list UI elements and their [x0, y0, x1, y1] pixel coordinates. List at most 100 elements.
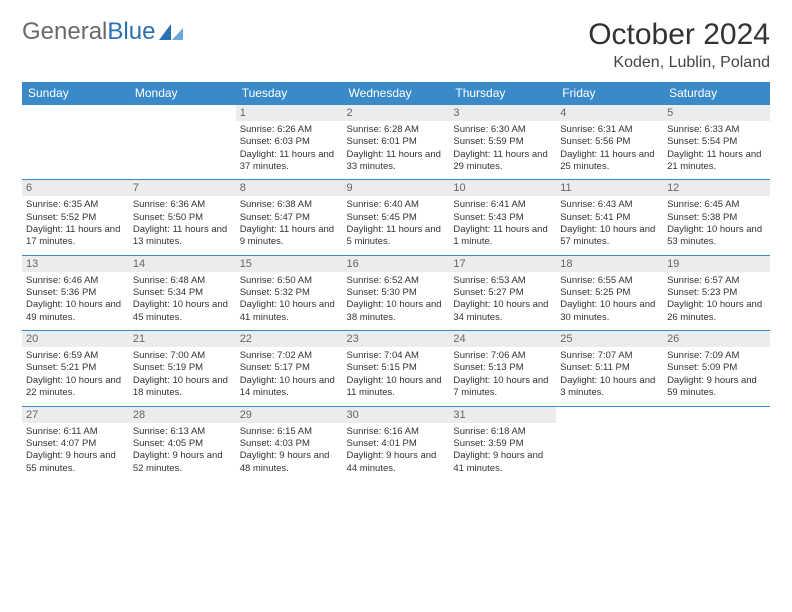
- day-number: 19: [663, 256, 770, 272]
- day-number: 6: [22, 180, 129, 196]
- calendar-cell: 14Sunrise: 6:48 AMSunset: 5:34 PMDayligh…: [129, 255, 236, 330]
- day-number: 3: [449, 105, 556, 121]
- day-details: Sunrise: 6:55 AMSunset: 5:25 PMDaylight:…: [556, 272, 663, 330]
- calendar-cell: 17Sunrise: 6:53 AMSunset: 5:27 PMDayligh…: [449, 255, 556, 330]
- day-number: 25: [556, 331, 663, 347]
- calendar-cell: 19Sunrise: 6:57 AMSunset: 5:23 PMDayligh…: [663, 255, 770, 330]
- empty-cell: [129, 105, 236, 180]
- brand-part2: Blue: [107, 18, 155, 46]
- day-number: 29: [236, 407, 343, 423]
- brand-part1: General: [22, 18, 107, 46]
- day-header: Thursday: [449, 82, 556, 105]
- day-details: Sunrise: 6:59 AMSunset: 5:21 PMDaylight:…: [22, 347, 129, 405]
- brand-logo: GeneralBlue: [22, 18, 185, 46]
- empty-cell: [663, 406, 770, 481]
- month-title: October 2024: [588, 18, 770, 52]
- logo-swoosh-icon: [159, 22, 185, 42]
- day-number: 5: [663, 105, 770, 121]
- calendar-cell: 28Sunrise: 6:13 AMSunset: 4:05 PMDayligh…: [129, 406, 236, 481]
- calendar-cell: 3Sunrise: 6:30 AMSunset: 5:59 PMDaylight…: [449, 105, 556, 180]
- calendar-cell: 30Sunrise: 6:16 AMSunset: 4:01 PMDayligh…: [343, 406, 450, 481]
- day-number: 4: [556, 105, 663, 121]
- calendar-table: SundayMondayTuesdayWednesdayThursdayFrid…: [22, 82, 770, 481]
- empty-cell: [556, 406, 663, 481]
- empty-cell: [22, 105, 129, 180]
- day-number: 16: [343, 256, 450, 272]
- day-details: Sunrise: 6:35 AMSunset: 5:52 PMDaylight:…: [22, 196, 129, 254]
- calendar-cell: 27Sunrise: 6:11 AMSunset: 4:07 PMDayligh…: [22, 406, 129, 481]
- day-number: 21: [129, 331, 236, 347]
- calendar-cell: 1Sunrise: 6:26 AMSunset: 6:03 PMDaylight…: [236, 105, 343, 180]
- day-number: 28: [129, 407, 236, 423]
- day-number: 11: [556, 180, 663, 196]
- calendar-cell: 25Sunrise: 7:07 AMSunset: 5:11 PMDayligh…: [556, 331, 663, 406]
- day-details: Sunrise: 6:33 AMSunset: 5:54 PMDaylight:…: [663, 121, 770, 179]
- calendar-cell: 7Sunrise: 6:36 AMSunset: 5:50 PMDaylight…: [129, 180, 236, 255]
- day-number: 8: [236, 180, 343, 196]
- location-label: Koden, Lublin, Poland: [588, 54, 770, 72]
- day-details: Sunrise: 7:07 AMSunset: 5:11 PMDaylight:…: [556, 347, 663, 405]
- calendar-cell: 24Sunrise: 7:06 AMSunset: 5:13 PMDayligh…: [449, 331, 556, 406]
- day-number: 22: [236, 331, 343, 347]
- day-number: 24: [449, 331, 556, 347]
- day-details: Sunrise: 6:16 AMSunset: 4:01 PMDaylight:…: [343, 423, 450, 481]
- calendar-cell: 8Sunrise: 6:38 AMSunset: 5:47 PMDaylight…: [236, 180, 343, 255]
- day-details: Sunrise: 6:30 AMSunset: 5:59 PMDaylight:…: [449, 121, 556, 179]
- calendar-cell: 31Sunrise: 6:18 AMSunset: 3:59 PMDayligh…: [449, 406, 556, 481]
- day-details: Sunrise: 6:36 AMSunset: 5:50 PMDaylight:…: [129, 196, 236, 254]
- day-number: 7: [129, 180, 236, 196]
- day-details: Sunrise: 6:13 AMSunset: 4:05 PMDaylight:…: [129, 423, 236, 481]
- day-number: 12: [663, 180, 770, 196]
- calendar-body: 1Sunrise: 6:26 AMSunset: 6:03 PMDaylight…: [22, 105, 770, 481]
- day-number: 9: [343, 180, 450, 196]
- calendar-cell: 20Sunrise: 6:59 AMSunset: 5:21 PMDayligh…: [22, 331, 129, 406]
- day-number: 1: [236, 105, 343, 121]
- day-number: 27: [22, 407, 129, 423]
- calendar-cell: 16Sunrise: 6:52 AMSunset: 5:30 PMDayligh…: [343, 255, 450, 330]
- day-details: Sunrise: 7:02 AMSunset: 5:17 PMDaylight:…: [236, 347, 343, 405]
- day-details: Sunrise: 6:15 AMSunset: 4:03 PMDaylight:…: [236, 423, 343, 481]
- day-details: Sunrise: 6:48 AMSunset: 5:34 PMDaylight:…: [129, 272, 236, 330]
- calendar-cell: 6Sunrise: 6:35 AMSunset: 5:52 PMDaylight…: [22, 180, 129, 255]
- day-details: Sunrise: 6:40 AMSunset: 5:45 PMDaylight:…: [343, 196, 450, 254]
- day-details: Sunrise: 6:45 AMSunset: 5:38 PMDaylight:…: [663, 196, 770, 254]
- calendar-cell: 2Sunrise: 6:28 AMSunset: 6:01 PMDaylight…: [343, 105, 450, 180]
- day-details: Sunrise: 7:00 AMSunset: 5:19 PMDaylight:…: [129, 347, 236, 405]
- day-details: Sunrise: 6:11 AMSunset: 4:07 PMDaylight:…: [22, 423, 129, 481]
- day-header: Saturday: [663, 82, 770, 105]
- day-number: 2: [343, 105, 450, 121]
- day-details: Sunrise: 6:46 AMSunset: 5:36 PMDaylight:…: [22, 272, 129, 330]
- day-header: Sunday: [22, 82, 129, 105]
- day-details: Sunrise: 6:28 AMSunset: 6:01 PMDaylight:…: [343, 121, 450, 179]
- calendar-cell: 15Sunrise: 6:50 AMSunset: 5:32 PMDayligh…: [236, 255, 343, 330]
- day-details: Sunrise: 6:31 AMSunset: 5:56 PMDaylight:…: [556, 121, 663, 179]
- calendar-header-row: SundayMondayTuesdayWednesdayThursdayFrid…: [22, 82, 770, 105]
- day-details: Sunrise: 6:57 AMSunset: 5:23 PMDaylight:…: [663, 272, 770, 330]
- day-header: Tuesday: [236, 82, 343, 105]
- calendar-cell: 4Sunrise: 6:31 AMSunset: 5:56 PMDaylight…: [556, 105, 663, 180]
- day-number: 26: [663, 331, 770, 347]
- day-details: Sunrise: 6:18 AMSunset: 3:59 PMDaylight:…: [449, 423, 556, 481]
- calendar-cell: 10Sunrise: 6:41 AMSunset: 5:43 PMDayligh…: [449, 180, 556, 255]
- calendar-cell: 12Sunrise: 6:45 AMSunset: 5:38 PMDayligh…: [663, 180, 770, 255]
- day-number: 31: [449, 407, 556, 423]
- day-number: 23: [343, 331, 450, 347]
- calendar-cell: 9Sunrise: 6:40 AMSunset: 5:45 PMDaylight…: [343, 180, 450, 255]
- calendar-cell: 29Sunrise: 6:15 AMSunset: 4:03 PMDayligh…: [236, 406, 343, 481]
- page-header: GeneralBlue October 2024 Koden, Lublin, …: [22, 18, 770, 72]
- day-details: Sunrise: 6:43 AMSunset: 5:41 PMDaylight:…: [556, 196, 663, 254]
- day-number: 30: [343, 407, 450, 423]
- calendar-cell: 21Sunrise: 7:00 AMSunset: 5:19 PMDayligh…: [129, 331, 236, 406]
- day-details: Sunrise: 6:38 AMSunset: 5:47 PMDaylight:…: [236, 196, 343, 254]
- calendar-cell: 11Sunrise: 6:43 AMSunset: 5:41 PMDayligh…: [556, 180, 663, 255]
- calendar-cell: 23Sunrise: 7:04 AMSunset: 5:15 PMDayligh…: [343, 331, 450, 406]
- day-number: 10: [449, 180, 556, 196]
- day-details: Sunrise: 7:06 AMSunset: 5:13 PMDaylight:…: [449, 347, 556, 405]
- calendar-cell: 22Sunrise: 7:02 AMSunset: 5:17 PMDayligh…: [236, 331, 343, 406]
- calendar-cell: 13Sunrise: 6:46 AMSunset: 5:36 PMDayligh…: [22, 255, 129, 330]
- day-number: 18: [556, 256, 663, 272]
- calendar-cell: 18Sunrise: 6:55 AMSunset: 5:25 PMDayligh…: [556, 255, 663, 330]
- calendar-cell: 26Sunrise: 7:09 AMSunset: 5:09 PMDayligh…: [663, 331, 770, 406]
- day-number: 13: [22, 256, 129, 272]
- day-details: Sunrise: 6:52 AMSunset: 5:30 PMDaylight:…: [343, 272, 450, 330]
